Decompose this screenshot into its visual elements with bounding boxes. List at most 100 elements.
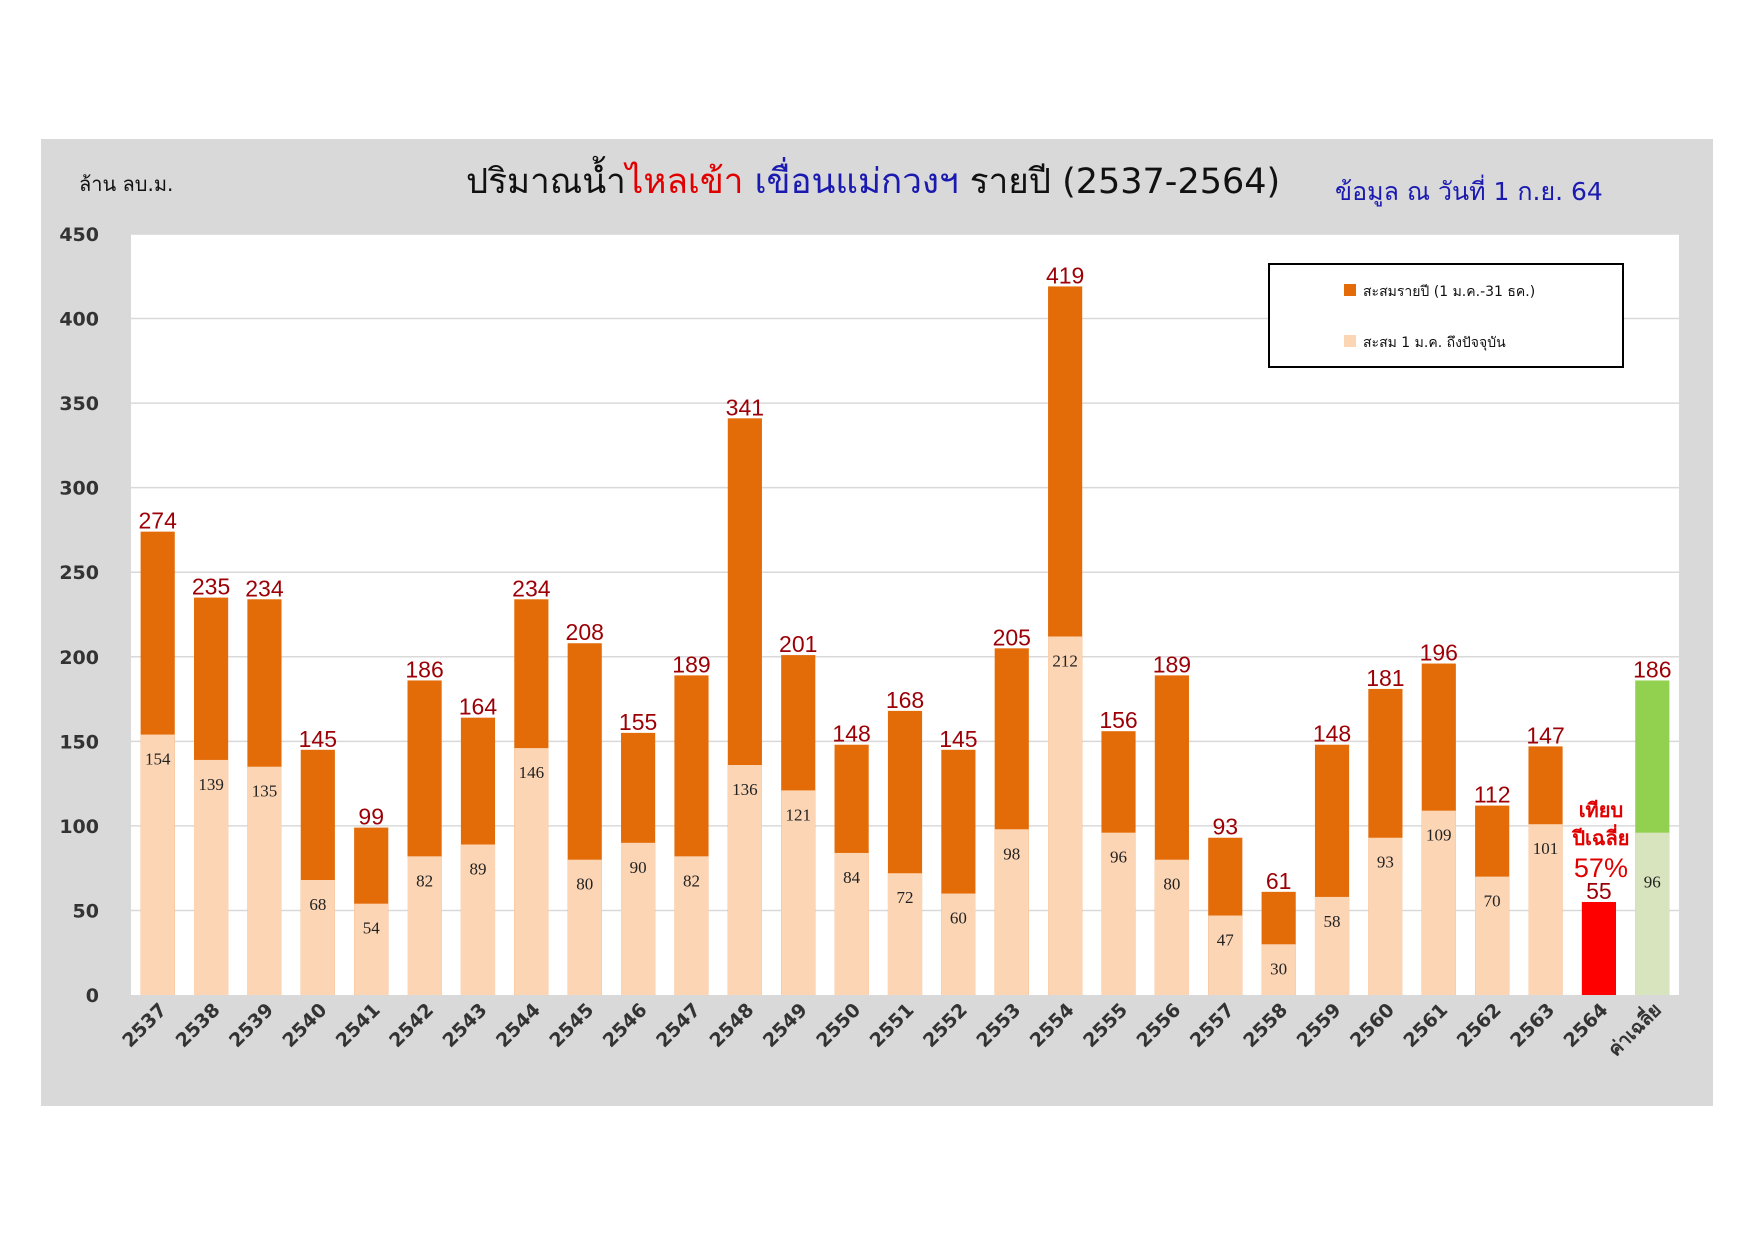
- label-ytd-2: 135: [252, 782, 278, 801]
- label-annual-9: 155: [619, 709, 657, 735]
- chart-subtitle: ข้อมูล ณ วันที่ 1 ก.ย. 64: [1335, 174, 1603, 207]
- x-tick-8: 2545: [545, 999, 598, 1052]
- label-ytd-13: 84: [843, 868, 861, 887]
- label-annual-6: 164: [459, 694, 498, 720]
- y-tick-400: 400: [59, 309, 99, 331]
- label-ytd-0: 154: [145, 750, 171, 769]
- x-tick-20: 2557: [1186, 999, 1239, 1052]
- bar-ytd-19: [1154, 859, 1189, 995]
- y-tick-150: 150: [59, 731, 99, 753]
- bar-ytd-6: [460, 844, 496, 995]
- label-annual-22: 148: [1313, 721, 1351, 747]
- label-ytd-15: 60: [950, 909, 967, 928]
- label-annual-20: 93: [1212, 814, 1238, 840]
- bar-ytd-10: [674, 856, 709, 995]
- x-axis-ticks: 2537 2538 2539 2540 2541 2542 2543 2544 2545 2546…: [118, 997, 1666, 1061]
- label-ytd-21: 30: [1270, 959, 1287, 978]
- x-tick-14: 2551: [866, 999, 919, 1052]
- label-ytd-20: 47: [1217, 931, 1235, 950]
- label-annual-24: 196: [1420, 640, 1458, 666]
- bar-ytd-15: [941, 893, 976, 995]
- label-annual-15: 145: [939, 726, 977, 752]
- bar-ytd-12: [781, 790, 816, 995]
- label-annual-25: 112: [1474, 782, 1511, 808]
- y-tick-0: 0: [86, 985, 99, 1007]
- annotation-percent: 57%: [1574, 853, 1628, 883]
- label-annual-0: 274: [139, 508, 178, 534]
- title-part-2: เขื่อนแม่กวงฯ: [743, 157, 958, 202]
- title-part-3: รายปี (2537-2564): [959, 162, 1281, 202]
- x-tick-11: 2548: [705, 999, 758, 1052]
- label-ytd-5: 82: [416, 871, 433, 890]
- x-tick-10: 2547: [652, 999, 705, 1052]
- label-annual-7: 234: [512, 575, 551, 601]
- label-ytd-3: 68: [309, 895, 326, 914]
- legend-box: [1268, 263, 1624, 368]
- y-tick-300: 300: [59, 478, 99, 500]
- label-annual-28: 186: [1633, 656, 1671, 682]
- bar-ytd-1: [193, 759, 229, 995]
- label-annual-13: 148: [832, 721, 870, 747]
- bar-ytd-17: [1048, 636, 1083, 995]
- legend-swatch-annual: [1344, 284, 1356, 296]
- label-ytd-16: 98: [1003, 844, 1020, 863]
- label-ytd-26: 101: [1533, 839, 1559, 858]
- label-ytd-18: 96: [1110, 848, 1127, 867]
- label-ytd-6: 89: [469, 859, 486, 878]
- x-tick-3: 2540: [278, 999, 331, 1052]
- bar-ytd-0: [140, 734, 175, 995]
- label-annual-23: 181: [1366, 665, 1404, 691]
- y-tick-200: 200: [59, 647, 99, 669]
- label-annual-11: 341: [726, 394, 764, 420]
- label-annual-12: 201: [779, 631, 817, 657]
- bar-ytd-8: [567, 859, 602, 995]
- x-tick-5: 2542: [385, 999, 438, 1052]
- x-tick-16: 2553: [972, 999, 1025, 1052]
- label-ytd-27: 55: [1586, 878, 1612, 904]
- label-annual-1: 235: [192, 574, 230, 600]
- bar-ytd-5: [407, 856, 442, 995]
- x-tick-17: 2554: [1026, 999, 1079, 1052]
- legend-swatch-ytd: [1344, 335, 1356, 347]
- y-tick-350: 350: [59, 393, 99, 415]
- label-ytd-14: 72: [897, 888, 914, 907]
- legend-label-annual: สะสมรายปี (1 ม.ค.-31 ธค.): [1363, 284, 1535, 300]
- bar-ytd-13: [834, 852, 869, 995]
- label-ytd-24: 109: [1426, 826, 1452, 845]
- label-ytd-12: 121: [785, 805, 811, 824]
- label-ytd-19: 80: [1163, 875, 1180, 894]
- chart-panel: 0 50 100 150 200 250 300 350 400 450 2537 2538 2539…: [41, 139, 1713, 1106]
- label-annual-10: 189: [672, 651, 710, 677]
- x-tick-25: 2562: [1453, 999, 1506, 1052]
- label-ytd-22: 58: [1324, 912, 1341, 931]
- bar-ytd-2: [247, 766, 282, 995]
- bar-ytd-16: [994, 829, 1029, 995]
- bar-ytd-25: [1475, 876, 1510, 995]
- label-ytd-17: 212: [1052, 651, 1078, 670]
- bar-ytd-27: [1581, 901, 1617, 995]
- x-tick-24: 2561: [1399, 999, 1452, 1052]
- legend: สะสมรายปี (1 ม.ค.-31 ธค.) สะสม 1 ม.ค. ถึ…: [1268, 263, 1624, 368]
- x-tick-7: 2544: [492, 999, 545, 1052]
- x-tick-4: 2541: [332, 999, 385, 1052]
- bars: [140, 286, 1670, 995]
- x-tick-21: 2558: [1239, 999, 1292, 1052]
- annotation-line-0: เทียบ: [1579, 798, 1623, 822]
- x-tick-0: 2537: [118, 999, 171, 1052]
- bar-ytd-7: [514, 748, 549, 995]
- label-ytd-8: 80: [576, 875, 593, 894]
- label-ytd-23: 93: [1377, 853, 1394, 872]
- x-tick-23: 2560: [1346, 999, 1399, 1052]
- label-annual-5: 186: [405, 656, 443, 682]
- title-part-1: ไหลเข้า: [623, 161, 744, 202]
- y-tick-50: 50: [73, 900, 99, 922]
- bar-ytd-23: [1368, 837, 1403, 995]
- average-comparison-annotation: เทียบปีเฉลี่ย 57%: [1571, 798, 1629, 883]
- label-annual-4: 99: [358, 804, 384, 830]
- x-tick-15: 2552: [919, 999, 972, 1052]
- label-annual-2: 234: [245, 575, 284, 601]
- y-axis-label: ล้าน ลบ.ม.: [79, 172, 173, 196]
- x-tick-12: 2549: [759, 999, 812, 1052]
- label-annual-17: 419: [1046, 262, 1084, 288]
- label-ytd-28: 96: [1644, 873, 1661, 892]
